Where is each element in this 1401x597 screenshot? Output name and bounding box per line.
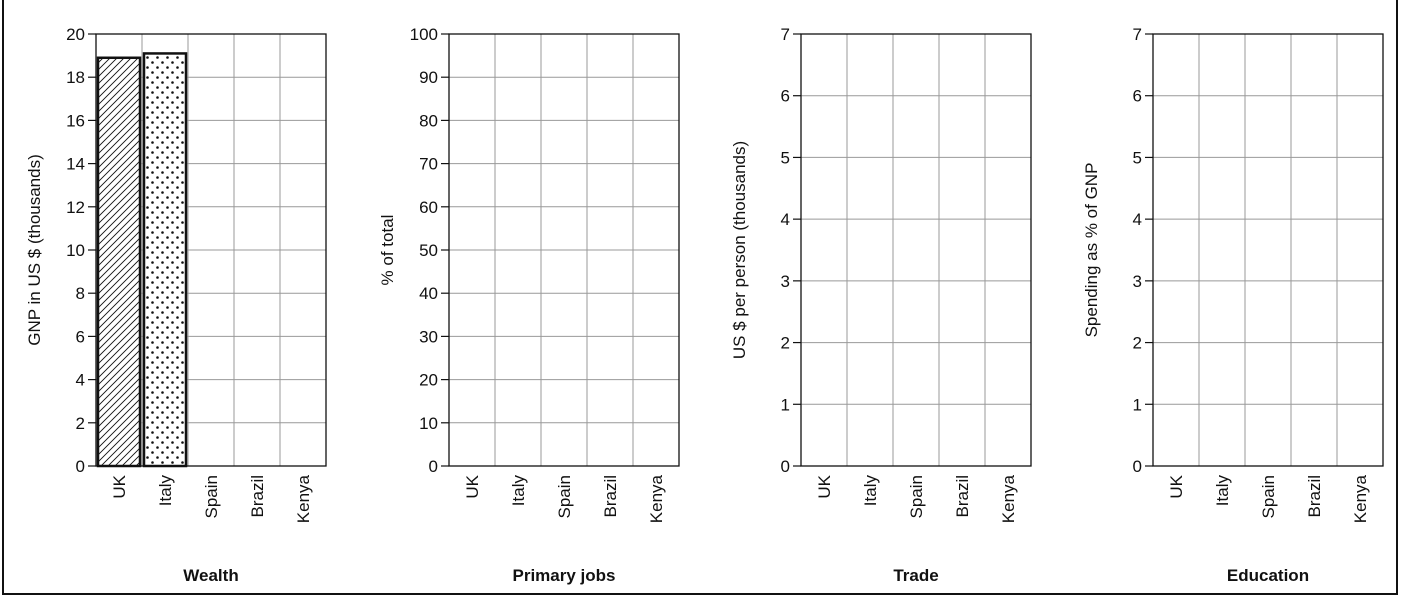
y-tick-label: 0 (781, 457, 790, 476)
y-axis-title: % of total (378, 215, 397, 286)
plot-area-frame (800, 33, 1032, 467)
chart-panel: 0 1 2 3 4 5 6 7 UK Italy Spain Brazil Kenya US $ per … (730, 25, 1032, 585)
y-axis-title: GNP in US $ (thousands) (25, 154, 44, 346)
chart-title: Education (1227, 566, 1309, 585)
y-tick-label: 5 (1133, 148, 1142, 167)
y-tick-label: 1 (1133, 395, 1142, 414)
x-category-label: Italy (861, 475, 880, 507)
chart-panel: 0 1 2 3 4 5 6 7 UK Italy Spain Brazil Kenya Spending … (1082, 25, 1384, 585)
y-tick-label: 0 (429, 457, 438, 476)
y-axis-title: US $ per person (thousands) (730, 141, 749, 359)
y-tick-label: 7 (781, 25, 790, 44)
x-category-label: Brazil (953, 475, 972, 518)
x-category-label: Italy (509, 475, 528, 507)
y-tick-label: 90 (419, 68, 438, 87)
y-tick-label: 16 (66, 111, 85, 130)
x-category-label: Spain (555, 475, 574, 518)
x-category-label: Spain (202, 475, 221, 518)
chart-title: Trade (893, 566, 938, 585)
x-category-label: Spain (1259, 475, 1278, 518)
y-tick-label: 0 (1133, 457, 1142, 476)
y-tick-label: 100 (410, 25, 438, 44)
x-category-label: Brazil (601, 475, 620, 518)
y-tick-label: 0 (76, 457, 85, 476)
plot-area-frame (1152, 33, 1384, 467)
y-tick-label: 7 (1133, 25, 1142, 44)
y-tick-label: 8 (76, 284, 85, 303)
y-tick-label: 10 (66, 241, 85, 260)
y-tick-label: 40 (419, 284, 438, 303)
y-tick-label: 3 (781, 272, 790, 291)
y-tick-label: 14 (66, 155, 85, 174)
chart-panel: 0 2 4 6 8 10 12 14 16 18 20 UK Italy Spain Brazil Kenya… (25, 25, 327, 585)
x-category-label: UK (110, 474, 129, 498)
y-tick-label: 20 (66, 25, 85, 44)
y-tick-label: 80 (419, 111, 438, 130)
y-tick-label: 60 (419, 198, 438, 217)
y-tick-label: 20 (419, 371, 438, 390)
y-tick-label: 4 (76, 371, 85, 390)
y-tick-label: 12 (66, 198, 85, 217)
x-category-label: Spain (907, 475, 926, 518)
x-category-label: Kenya (647, 474, 666, 523)
y-tick-label: 5 (781, 148, 790, 167)
y-tick-label: 6 (1133, 87, 1142, 106)
chart-panel: 0 10 20 30 40 50 60 70 80 90 100 UK Italy Spain Brazil… (378, 25, 680, 585)
bar-italy (142, 52, 188, 468)
y-tick-label: 4 (781, 210, 790, 229)
x-category-label: Italy (1213, 475, 1232, 507)
chart-title: Wealth (183, 566, 238, 585)
x-category-label: Kenya (999, 474, 1018, 523)
y-tick-label: 2 (76, 414, 85, 433)
x-category-label: Italy (156, 475, 175, 507)
y-tick-label: 70 (419, 155, 438, 174)
y-axis-title: Spending as % of GNP (1082, 163, 1101, 338)
x-category-label: Brazil (248, 475, 267, 518)
x-category-label: UK (815, 474, 834, 498)
x-category-label: Brazil (1305, 475, 1324, 518)
x-category-label: Kenya (1351, 474, 1370, 523)
chart-title: Primary jobs (513, 566, 616, 585)
bar-uk (96, 56, 142, 468)
y-tick-label: 1 (781, 395, 790, 414)
plot-area-frame (95, 33, 327, 467)
y-tick-label: 30 (419, 327, 438, 346)
y-tick-label: 10 (419, 414, 438, 433)
y-tick-label: 2 (1133, 334, 1142, 353)
x-category-label: UK (463, 474, 482, 498)
y-tick-label: 2 (781, 334, 790, 353)
y-tick-label: 4 (1133, 210, 1142, 229)
y-tick-label: 18 (66, 68, 85, 87)
x-category-label: Kenya (294, 474, 313, 523)
plot-area-frame (448, 33, 680, 467)
y-tick-label: 50 (419, 241, 438, 260)
x-category-label: UK (1167, 474, 1186, 498)
y-tick-label: 6 (781, 87, 790, 106)
y-tick-label: 3 (1133, 272, 1142, 291)
y-tick-label: 6 (76, 327, 85, 346)
